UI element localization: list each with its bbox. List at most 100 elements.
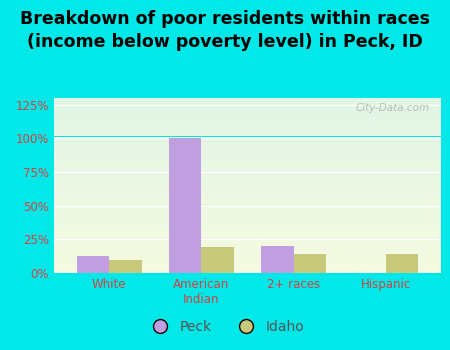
Bar: [54, 191, 441, 192]
Bar: [54, 109, 441, 110]
Bar: [54, 113, 441, 114]
Bar: [54, 122, 441, 123]
Bar: [54, 185, 441, 186]
Bar: [54, 242, 441, 243]
Bar: [54, 237, 441, 238]
Bar: [54, 252, 441, 253]
Bar: [54, 257, 441, 258]
Bar: [54, 117, 441, 118]
Bar: [54, 105, 441, 106]
Legend: Peck, Idaho: Peck, Idaho: [140, 314, 310, 340]
Bar: [54, 219, 441, 220]
Bar: [54, 180, 441, 181]
Bar: [54, 262, 441, 263]
Bar: [54, 167, 441, 168]
Bar: [54, 181, 441, 182]
Bar: [54, 177, 441, 178]
Bar: [54, 106, 441, 107]
Bar: [54, 158, 441, 159]
Bar: [54, 128, 441, 129]
Bar: [54, 174, 441, 175]
Bar: [54, 164, 441, 166]
Bar: [54, 204, 441, 205]
Bar: [54, 182, 441, 183]
Bar: [54, 120, 441, 121]
Bar: [54, 253, 441, 254]
Bar: [54, 209, 441, 210]
Bar: [54, 160, 441, 161]
Bar: [54, 136, 441, 137]
Bar: [54, 186, 441, 187]
Bar: [54, 118, 441, 119]
Bar: [54, 152, 441, 153]
Bar: [54, 258, 441, 259]
Bar: [54, 141, 441, 142]
Bar: [54, 238, 441, 239]
Bar: [54, 98, 441, 99]
Bar: [54, 206, 441, 207]
Bar: [54, 139, 441, 140]
Bar: [54, 244, 441, 245]
Bar: [54, 199, 441, 200]
Bar: [54, 170, 441, 171]
Bar: [54, 214, 441, 215]
Bar: [54, 110, 441, 111]
Bar: [54, 241, 441, 242]
Bar: [54, 207, 441, 208]
Bar: [54, 107, 441, 108]
Bar: [54, 157, 441, 158]
Bar: [54, 146, 441, 147]
Bar: [54, 245, 441, 246]
Bar: [202, 247, 234, 273]
Bar: [54, 161, 441, 162]
Bar: [54, 116, 441, 117]
Bar: [54, 107, 441, 108]
Bar: [54, 151, 441, 152]
Bar: [54, 267, 441, 268]
Bar: [54, 127, 441, 128]
Bar: [54, 231, 441, 232]
Bar: [54, 195, 441, 196]
Bar: [54, 226, 441, 227]
Bar: [54, 112, 441, 113]
Bar: [54, 111, 441, 112]
Bar: [54, 223, 441, 224]
Bar: [54, 133, 441, 134]
Bar: [54, 155, 441, 156]
Bar: [54, 212, 441, 214]
Bar: [54, 150, 441, 151]
Bar: [54, 198, 441, 199]
Bar: [54, 140, 441, 141]
Bar: [54, 188, 441, 189]
Bar: [54, 268, 441, 269]
Bar: [54, 263, 441, 264]
Bar: [54, 153, 441, 154]
Bar: [54, 102, 441, 103]
Bar: [54, 240, 441, 241]
Bar: [54, 205, 441, 206]
Bar: [54, 228, 441, 229]
Bar: [54, 193, 441, 194]
Bar: [109, 260, 142, 273]
Bar: [54, 124, 441, 125]
Bar: [54, 236, 441, 237]
Bar: [54, 271, 441, 272]
Bar: [54, 163, 441, 164]
Bar: [54, 187, 441, 188]
Bar: [54, 211, 441, 212]
Bar: [54, 99, 441, 100]
Text: Breakdown of poor residents within races
(income below poverty level) in Peck, I: Breakdown of poor residents within races…: [20, 10, 430, 51]
Bar: [54, 176, 441, 177]
Bar: [54, 202, 441, 203]
Bar: [54, 184, 441, 185]
Bar: [54, 145, 441, 146]
Bar: [54, 132, 441, 133]
Bar: [54, 227, 441, 228]
Bar: [54, 270, 441, 271]
Bar: [54, 125, 441, 126]
Bar: [54, 272, 441, 273]
Bar: [54, 148, 441, 149]
Bar: [54, 178, 441, 179]
Bar: [54, 104, 441, 105]
Bar: [54, 159, 441, 160]
